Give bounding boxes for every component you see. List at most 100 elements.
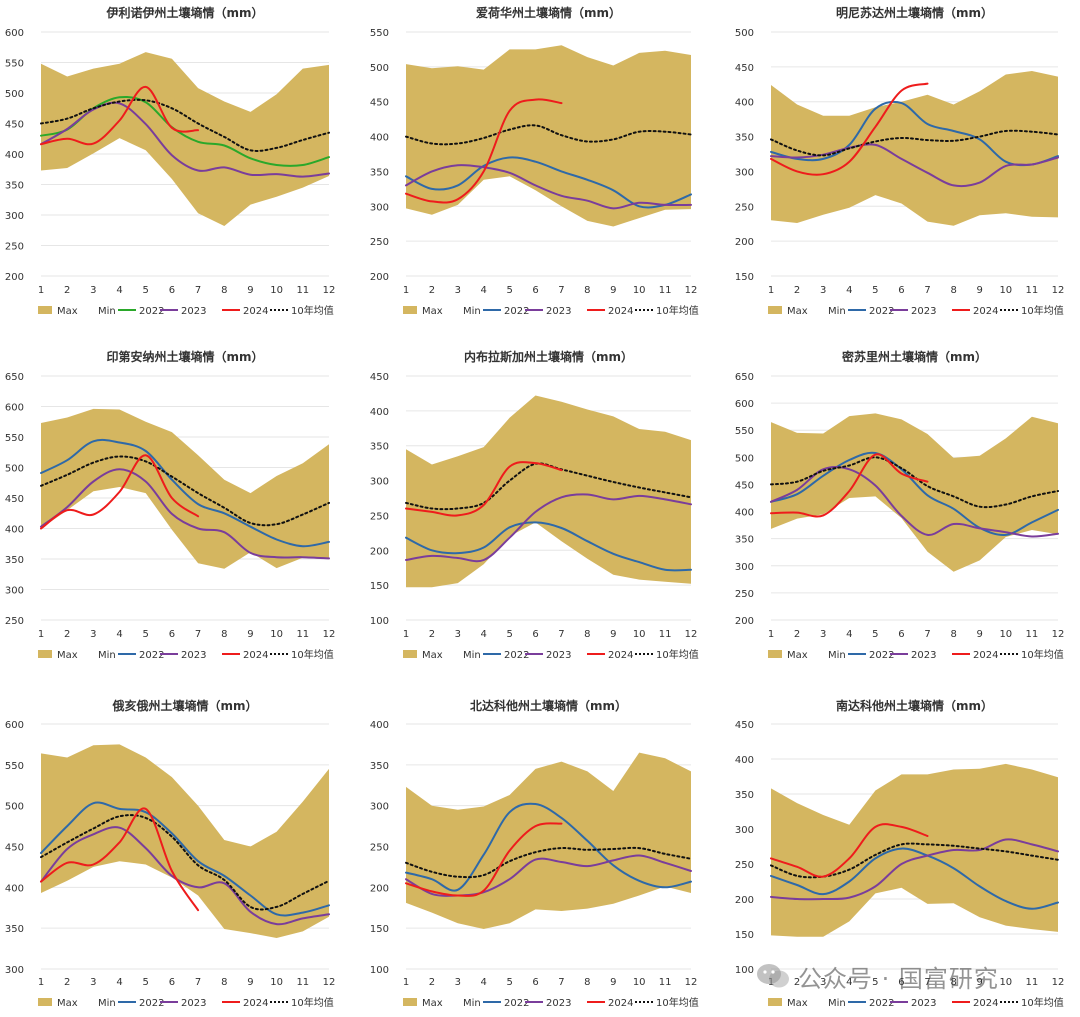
legend-label: Max — [57, 998, 78, 1009]
x-tick-label: 8 — [950, 629, 956, 640]
y-tick-label: 450 — [735, 720, 754, 731]
legend-label: 10年均值 — [656, 996, 699, 1009]
legend-label: Max — [422, 306, 443, 317]
x-tick-label: 12 — [323, 629, 336, 640]
legend-label: 2024 — [608, 306, 633, 317]
y-tick-label: 200 — [735, 895, 754, 906]
line-2023 — [40, 826, 330, 926]
legend-label: Max — [57, 650, 78, 661]
y-tick-label: 500 — [5, 802, 24, 813]
y-tick-label: 550 — [5, 59, 24, 70]
y-tick-label: 250 — [735, 589, 754, 600]
x-tick-label: 10 — [999, 285, 1012, 296]
line-2024 — [770, 823, 929, 878]
y-tick-label: 150 — [735, 272, 754, 283]
y-tick-label: 450 — [370, 98, 389, 109]
chart-title: 南达科他州土壤墒情（mm） — [836, 698, 993, 713]
x-tick-label: 2 — [794, 977, 800, 988]
x-tick-label: 1 — [403, 285, 409, 296]
x-tick-label: 8 — [221, 977, 227, 988]
legend-label: 2023 — [181, 650, 206, 661]
x-tick-label: 5 — [506, 629, 512, 640]
chart-panel-6: 密苏里州土壤墒情（mm） 200 250 300 350 400 450 500 550 600 6… — [735, 349, 1064, 661]
x-tick-label: 11 — [1026, 629, 1039, 640]
x-tick-label: 3 — [90, 285, 96, 296]
legend: Max Min 2022 2023 2024 10年均值 — [403, 996, 699, 1009]
y-tick-label: 650 — [5, 372, 24, 383]
legend-swatch-max — [768, 650, 782, 658]
x-tick-label: 10 — [633, 629, 646, 640]
x-tick-label: 1 — [768, 285, 774, 296]
x-tick-label: 1 — [768, 629, 774, 640]
x-tick-label: 9 — [247, 629, 253, 640]
x-tick-label: 12 — [1052, 977, 1065, 988]
legend-label: 10年均值 — [656, 648, 699, 661]
range-band-max-min — [406, 45, 691, 227]
legend-label: 10年均值 — [291, 304, 334, 317]
y-tick-label: 450 — [5, 843, 24, 854]
legend-label: 2023 — [911, 650, 936, 661]
x-tick-label: 5 — [872, 285, 878, 296]
legend: Max Min 2022 2023 2024 10年均值 — [403, 648, 699, 661]
x-tick-label: 2 — [64, 285, 70, 296]
legend-label: 2024 — [243, 998, 268, 1009]
x-tick-label: 11 — [1026, 977, 1039, 988]
y-tick-label: 300 — [370, 802, 389, 813]
range-band-max-min — [406, 752, 691, 929]
y-tick-label: 100 — [370, 616, 389, 627]
x-tick-label: 9 — [247, 977, 253, 988]
x-tick-label: 5 — [143, 977, 149, 988]
y-tick-label: 450 — [735, 480, 754, 491]
x-tick-label: 1 — [38, 629, 44, 640]
legend-label: 2024 — [973, 306, 998, 317]
x-tick-label: 7 — [924, 285, 930, 296]
y-tick-label: 400 — [5, 525, 24, 536]
y-tick-label: 350 — [735, 535, 754, 546]
chart-panel-1: 伊利诺伊州土壤墒情（mm） 200 250 300 350 400 450 500 550 600… — [5, 5, 335, 317]
x-tick-label: 10 — [999, 977, 1012, 988]
legend-label: 2023 — [546, 998, 571, 1009]
x-tick-label: 7 — [558, 977, 564, 988]
x-tick-label: 1 — [38, 977, 44, 988]
x-tick-label: 8 — [584, 977, 590, 988]
range-band-max-min — [406, 395, 691, 588]
x-tick-label: 10 — [270, 629, 283, 640]
legend-label: Max — [787, 998, 808, 1009]
x-tick-label: 6 — [169, 977, 175, 988]
x-tick-label: 4 — [116, 629, 122, 640]
x-tick-label: 11 — [659, 285, 672, 296]
chart-panel-9: 南达科他州土壤墒情（mm）100150200250300350400450123… — [735, 698, 1064, 1009]
legend-swatch-max — [38, 998, 52, 1006]
y-tick-label: 350 — [370, 442, 389, 453]
y-tick-label: 500 — [735, 453, 754, 464]
x-tick-label: 7 — [195, 977, 201, 988]
x-tick-label: 7 — [924, 977, 930, 988]
legend-label: Min — [463, 306, 481, 317]
x-tick-label: 6 — [898, 285, 904, 296]
x-tick-label: 12 — [685, 629, 698, 640]
legend-label: Max — [787, 650, 808, 661]
legend-label: 10年均值 — [1021, 304, 1064, 317]
y-tick-label: 400 — [735, 508, 754, 519]
x-tick-label: 8 — [584, 285, 590, 296]
y-tick-label: 200 — [370, 272, 389, 283]
legend-label: 10年均值 — [1021, 648, 1064, 661]
y-tick-label: 200 — [5, 272, 24, 283]
y-tick-label: 350 — [370, 761, 389, 772]
watermark-text: 公众号 · 国富研究 — [798, 964, 999, 993]
legend-label: 2022 — [869, 998, 894, 1009]
x-tick-label: 3 — [455, 977, 461, 988]
y-tick-label: 200 — [735, 237, 754, 248]
legend-label: 2023 — [911, 998, 936, 1009]
y-tick-label: 300 — [735, 562, 754, 573]
y-tick-label: 450 — [5, 494, 24, 505]
y-tick-label: 350 — [735, 790, 754, 801]
y-tick-label: 400 — [370, 133, 389, 144]
legend-label: 2023 — [911, 306, 936, 317]
legend-swatch-max — [38, 306, 52, 314]
x-tick-label: 8 — [584, 629, 590, 640]
line-2024 — [40, 454, 200, 530]
